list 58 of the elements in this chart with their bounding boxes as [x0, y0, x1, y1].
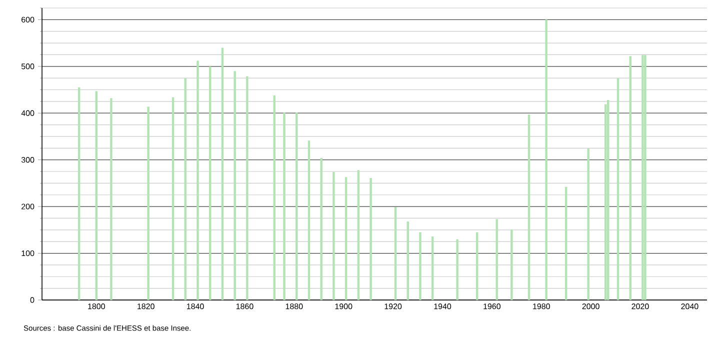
bar	[332, 172, 335, 300]
bar	[370, 178, 372, 300]
bar	[147, 106, 150, 300]
x-tick-label: 1840	[186, 304, 204, 310]
bar	[406, 221, 409, 300]
x-tick-label: 2020	[632, 304, 649, 310]
y-tick-label: 600	[22, 16, 34, 22]
x-tick-label: 1800	[88, 304, 105, 310]
bar	[456, 239, 458, 300]
bar	[564, 186, 568, 300]
bar	[357, 170, 360, 300]
bar	[172, 97, 174, 300]
bar	[283, 112, 286, 300]
bar	[78, 87, 80, 300]
bar	[528, 114, 530, 300]
x-tick-label: 2000	[582, 304, 600, 310]
bar	[320, 158, 322, 300]
bar	[110, 98, 112, 300]
bar	[545, 20, 548, 300]
bar	[234, 71, 236, 300]
y-tick-label: 300	[21, 157, 34, 163]
bar	[184, 78, 187, 300]
y-tick-label: 0	[30, 297, 34, 303]
bar	[196, 60, 199, 300]
bar	[209, 66, 212, 300]
x-tick-label: 1920	[384, 304, 402, 310]
bar	[273, 95, 276, 300]
bar	[394, 207, 397, 300]
x-tick-label: 1820	[138, 304, 154, 310]
bar	[308, 140, 310, 300]
bar	[296, 112, 298, 300]
x-tick-label: 1860	[236, 304, 254, 310]
x-tick-label: 1880	[286, 304, 303, 310]
x-tick-label: 1980	[533, 304, 550, 310]
bar	[604, 104, 607, 300]
y-tick-label: 100	[22, 250, 34, 256]
x-tick-label: 1960	[484, 304, 501, 310]
bar	[606, 100, 610, 300]
y-tick-label: 500	[21, 64, 34, 70]
bar	[431, 236, 434, 300]
bar	[587, 148, 590, 300]
bar	[221, 48, 224, 300]
x-tick-label: 1900	[335, 304, 352, 310]
bar	[644, 55, 646, 300]
bar	[476, 232, 478, 300]
x-tick-label: 1940	[434, 304, 452, 310]
bar	[510, 229, 513, 300]
y-tick-label: 200	[22, 204, 34, 210]
bar	[496, 219, 498, 300]
bar	[616, 78, 620, 300]
bar	[629, 56, 632, 300]
bar	[95, 91, 98, 300]
bar	[419, 232, 422, 300]
bar	[344, 177, 348, 300]
x-tick-label: 2040	[681, 304, 698, 310]
y-tick-label: 400	[21, 110, 34, 116]
bar	[642, 55, 644, 300]
bar	[246, 76, 248, 300]
